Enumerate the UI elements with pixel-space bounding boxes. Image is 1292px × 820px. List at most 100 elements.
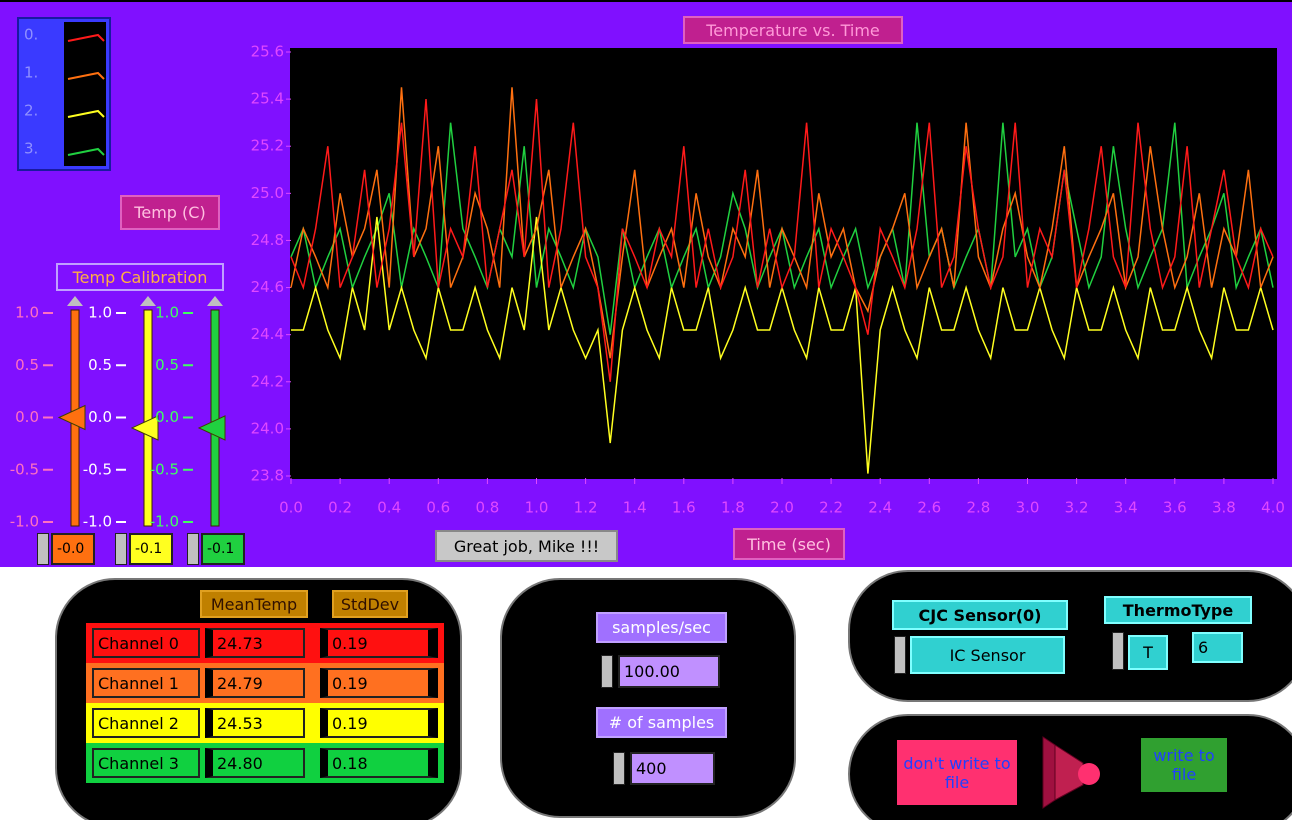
- x-tick-label: 3.8: [1212, 499, 1236, 517]
- message: Great job, Mike !!!: [435, 530, 618, 562]
- x-tick-label: 3.6: [1163, 499, 1187, 517]
- plot-area: [290, 48, 1277, 479]
- table-header: StdDev: [332, 590, 408, 618]
- slider-value[interactable]: -0.1: [129, 533, 173, 565]
- y-tick-label: 25.4: [251, 90, 284, 108]
- table-header: MeanTemp: [200, 590, 308, 618]
- thermotype-value[interactable]: T: [1128, 635, 1168, 670]
- x-tick-label: 0.4: [377, 499, 401, 517]
- rate-label: samples/sec: [596, 612, 727, 643]
- rate-spinner[interactable]: [601, 655, 613, 688]
- y-tick-label: 24.6: [251, 278, 284, 296]
- x-tick-label: 2.0: [770, 499, 794, 517]
- slider-arrow: [140, 296, 156, 306]
- x-tick-label: 1.0: [525, 499, 549, 517]
- slider-value[interactable]: -0.0: [51, 533, 95, 565]
- slider-tick-label: -0.5: [83, 460, 112, 478]
- y-tick-label: 25.6: [251, 43, 284, 61]
- switch-base: [1042, 736, 1056, 809]
- calibration-title: Temp Calibration: [56, 263, 224, 291]
- legend-swatch: [67, 147, 105, 156]
- slider-arrow: [67, 296, 83, 306]
- rate-value[interactable]: 100.00: [618, 655, 720, 688]
- slider-tick-label: 1.0: [15, 304, 39, 322]
- y-tick-label: 25.0: [251, 184, 284, 202]
- mean-value: 24.53: [205, 708, 305, 738]
- no-write-label[interactable]: don't write to file: [897, 740, 1017, 805]
- series-line: [290, 87, 1274, 359]
- legend-label: 0.: [24, 26, 38, 44]
- file-switch[interactable]: [1035, 735, 1105, 810]
- switch-knob: [1078, 763, 1100, 785]
- legend-swatch: [67, 33, 105, 42]
- std-value: 0.19: [320, 708, 438, 738]
- y-tick-label: 24.2: [251, 372, 284, 390]
- x-tick-label: 2.6: [917, 499, 941, 517]
- thermotype-code: 6: [1192, 632, 1243, 663]
- chart-area: 23.8 24.0 24.2 24.4 24.6 24.8 25.0 25.2 25.4 25.6…: [0, 0, 1292, 567]
- slider-tick-label: 0.5: [15, 356, 39, 374]
- cjc-spinner[interactable]: [894, 636, 906, 674]
- series-line: [290, 99, 1274, 382]
- slider-pointer: [197, 415, 226, 441]
- slider-tick-label: -0.5: [10, 460, 39, 478]
- y-tick-label: 24.4: [251, 325, 284, 343]
- slider-tick-label: -1.0: [10, 513, 39, 531]
- y-tick-label: 24.8: [251, 231, 284, 249]
- slider-tick-label: -1.0: [150, 513, 179, 531]
- slider-spinner[interactable]: [115, 533, 127, 565]
- x-tick-label: 1.4: [623, 499, 647, 517]
- x-tick-label: 0.2: [328, 499, 352, 517]
- slider-spinner[interactable]: [37, 533, 49, 565]
- std-value: 0.19: [320, 628, 438, 658]
- x-tick-label: 2.8: [966, 499, 990, 517]
- channel-name: Channel 1: [92, 668, 200, 698]
- slider-track: [210, 309, 220, 527]
- x-tick-label: 0.6: [426, 499, 450, 517]
- thermotype-spinner[interactable]: [1112, 632, 1124, 670]
- legend-swatch: [67, 71, 105, 80]
- slider-tick-label: 0.0: [15, 408, 39, 426]
- slider-pointer: [130, 415, 159, 441]
- mean-value: 24.73: [205, 628, 305, 658]
- x-tick-label: 2.2: [819, 499, 843, 517]
- slider-value[interactable]: -0.1: [201, 533, 245, 565]
- count-spinner[interactable]: [613, 752, 625, 785]
- x-tick-label: 4.0: [1261, 499, 1285, 517]
- mean-value: 24.79: [205, 668, 305, 698]
- write-label[interactable]: write to file: [1141, 738, 1227, 792]
- slider-pointer: [57, 404, 86, 431]
- y-axis-label: Temp (C): [120, 195, 220, 230]
- legend-label: 1.: [24, 64, 38, 82]
- x-axis-label: Time (sec): [733, 528, 845, 560]
- legend-swatch-bg: [64, 22, 106, 166]
- cjc-value[interactable]: IC Sensor: [910, 636, 1065, 674]
- legend-label: 3.: [24, 140, 38, 158]
- x-tick-label: 0.0: [279, 499, 303, 517]
- slider-tick-label: 0.5: [155, 356, 179, 374]
- cjc-label: CJC Sensor(0): [892, 600, 1068, 630]
- x-tick-label: 3.4: [1114, 499, 1138, 517]
- count-value[interactable]: 400: [630, 752, 715, 785]
- channel-name: Channel 2: [92, 708, 200, 738]
- channel-name: Channel 3: [92, 748, 200, 778]
- y-tick-label: 25.2: [251, 137, 284, 155]
- slider-spinner[interactable]: [187, 533, 199, 565]
- x-tick-label: 3.2: [1065, 499, 1089, 517]
- legend-label: 2.: [24, 102, 38, 120]
- x-tick-label: 2.4: [868, 499, 892, 517]
- y-tick-label: 23.8: [251, 467, 284, 485]
- channel-name: Channel 0: [92, 628, 200, 658]
- y-tick-label: 24.0: [251, 419, 284, 437]
- slider-tick-label: 0.5: [88, 356, 112, 374]
- slider-tick-label: -1.0: [83, 513, 112, 531]
- slider-tick-label: 0.0: [155, 408, 179, 426]
- mean-value: 24.80: [205, 748, 305, 778]
- std-value: 0.19: [320, 668, 438, 698]
- std-value: 0.18: [320, 748, 438, 778]
- switch-lever: [1054, 744, 1084, 801]
- chart-title: Temperature vs. Time: [683, 16, 903, 44]
- x-tick-label: 1.2: [574, 499, 598, 517]
- x-tick-label: 1.8: [721, 499, 745, 517]
